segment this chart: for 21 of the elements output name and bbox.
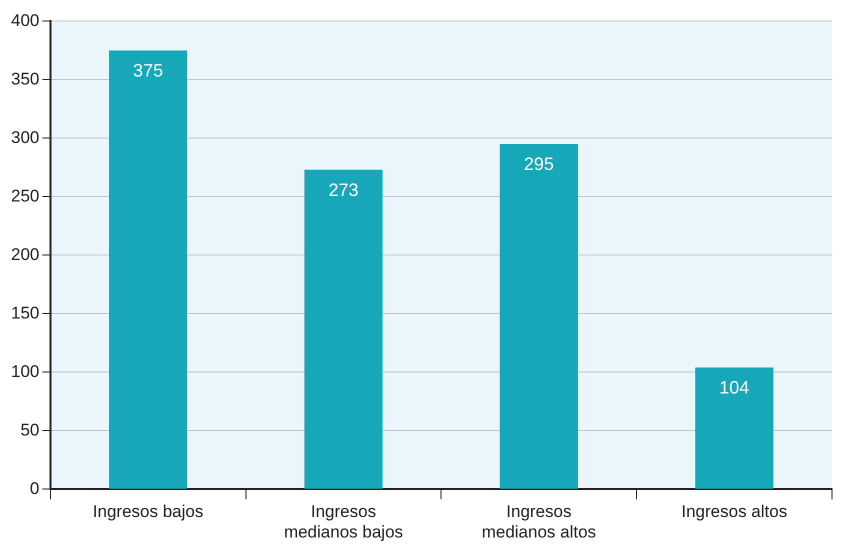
y-tick-label: 150 (10, 303, 40, 322)
data-label: 273 (328, 180, 358, 200)
data-label: 375 (133, 60, 164, 80)
y-tick-label: 100 (10, 362, 40, 381)
y-tick-label: 250 (10, 186, 40, 206)
y-tick-label: 400 (10, 10, 40, 30)
bar (108, 50, 188, 489)
x-tick-label: Ingresos bajos (92, 502, 204, 522)
bar (695, 368, 774, 489)
bar (304, 170, 383, 489)
x-tick-label: Ingresos medianos altos (482, 502, 596, 542)
data-label: 104 (719, 377, 750, 398)
y-tick-label: 300 (10, 128, 40, 147)
y-tick-label: 350 (10, 69, 40, 88)
y-tick-label: 200 (10, 244, 40, 264)
y-tick-label: 0 (30, 478, 40, 498)
data-label: 295 (524, 154, 554, 174)
x-tick-label: Ingresos medianos bajos (284, 502, 404, 542)
y-tick-label: 50 (20, 420, 40, 440)
x-tick-label: Ingresos altos (681, 502, 788, 522)
bar (500, 144, 578, 489)
